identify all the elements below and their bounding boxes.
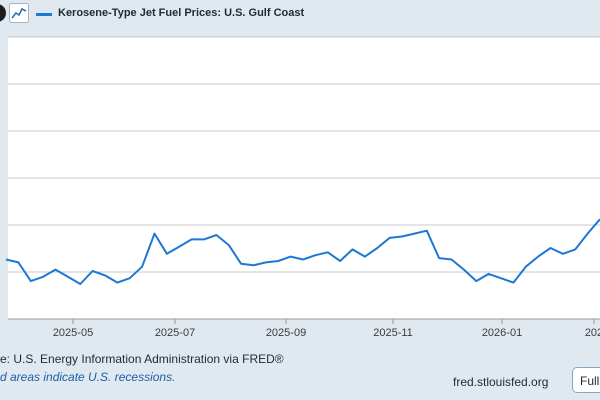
line-chart: 2025-05 2025-07 2025-09 2025-11 2026-01 202	[5, 36, 600, 339]
fred-logo-icon[interactable]	[0, 4, 6, 22]
x-tick-label: 202	[585, 327, 600, 339]
chart-header: Kerosene-Type Jet Fuel Prices: U.S. Gulf…	[0, 0, 600, 30]
x-axis-ticks: 2025-05 2025-07 2025-09 2025-11 2026-01 202	[53, 319, 600, 339]
x-tick-label: 2026-01	[482, 327, 522, 339]
x-tick-label: 2025-05	[53, 327, 93, 339]
legend-line-swatch	[36, 13, 52, 16]
recession-note[interactable]: d areas indicate U.S. recessions.	[0, 370, 176, 384]
legend-label: Kerosene-Type Jet Fuel Prices: U.S. Gulf…	[58, 7, 305, 19]
series-group	[5, 218, 600, 285]
x-tick-label: 2025-07	[155, 327, 195, 339]
x-tick-label: 2025-09	[266, 327, 306, 339]
x-tick-label: 2025-11	[373, 327, 413, 339]
line-chart-icon[interactable]	[9, 3, 29, 23]
series-line[interactable]	[5, 218, 600, 285]
fred-url[interactable]: fred.stlouisfed.org	[453, 375, 549, 389]
grid-lines	[8, 36, 600, 320]
fullscreen-button[interactable]: Full	[572, 367, 600, 393]
source-note: e: U.S. Energy Information Administratio…	[0, 352, 284, 366]
